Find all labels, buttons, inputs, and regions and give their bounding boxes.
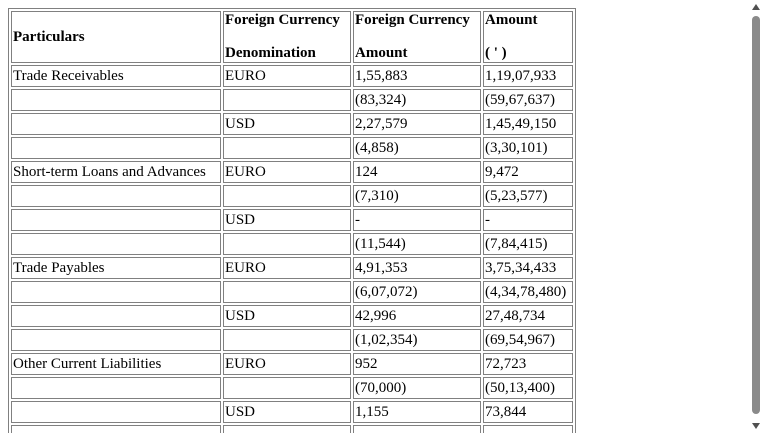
table-row: Trade Payables EURO 4,91,353 3,75,34,433	[11, 257, 573, 279]
cell-fc-amount: 2,27,579	[353, 113, 481, 135]
cell-amount: 72,723	[483, 353, 573, 375]
table-row: (11,544) (7,84,415)	[11, 233, 573, 255]
cell-amount	[483, 425, 573, 433]
foreign-currency-exposure-table: Particulars Foreign Currency Denominatio…	[8, 8, 576, 433]
table-row	[11, 425, 573, 433]
cell-fc-amount: (11,544)	[353, 233, 481, 255]
cell-currency: USD	[223, 401, 351, 423]
cell-particulars: Short-term Loans and Advances	[11, 161, 221, 183]
cell-currency	[223, 89, 351, 111]
cell-particulars: Other Current Liabilities	[11, 353, 221, 375]
scrollbar-thumb[interactable]	[752, 16, 760, 414]
cell-amount: 3,75,34,433	[483, 257, 573, 279]
cell-currency	[223, 425, 351, 433]
header-denomination-line2: Denomination	[225, 45, 316, 61]
cell-particulars	[11, 209, 221, 231]
table-row: Other Current Liabilities EURO 952 72,723	[11, 353, 573, 375]
cell-fc-amount: (4,858)	[353, 137, 481, 159]
table-row: Trade Receivables EURO 1,55,883 1,19,07,933	[11, 65, 573, 87]
table-row: (7,310) (5,23,577)	[11, 185, 573, 207]
cell-particulars	[11, 281, 221, 303]
cell-amount: 73,844	[483, 401, 573, 423]
cell-currency: USD	[223, 209, 351, 231]
table-row: USD 1,155 73,844	[11, 401, 573, 423]
header-row: Particulars Foreign Currency Denominatio…	[11, 11, 573, 63]
cell-amount: (5,23,577)	[483, 185, 573, 207]
cell-fc-amount: 952	[353, 353, 481, 375]
table-row: (6,07,072) (4,34,78,480)	[11, 281, 573, 303]
cell-amount: -	[483, 209, 573, 231]
cell-fc-amount: 4,91,353	[353, 257, 481, 279]
cell-fc-amount: 42,996	[353, 305, 481, 327]
cell-currency	[223, 185, 351, 207]
cell-fc-amount: (1,02,354)	[353, 329, 481, 351]
cell-amount: (69,54,967)	[483, 329, 573, 351]
scroll-down-arrow-icon[interactable]	[752, 423, 760, 429]
cell-amount: 1,19,07,933	[483, 65, 573, 87]
cell-currency: EURO	[223, 353, 351, 375]
table-row: USD - -	[11, 209, 573, 231]
cell-currency: EURO	[223, 161, 351, 183]
cell-particulars: Trade Receivables	[11, 65, 221, 87]
header-fc-amount-line2: Amount	[355, 45, 408, 61]
cell-amount: (4,34,78,480)	[483, 281, 573, 303]
cell-fc-amount: (70,000)	[353, 377, 481, 399]
cell-currency: USD	[223, 113, 351, 135]
header-foreign-currency-amount: Foreign Currency Amount	[353, 11, 481, 63]
header-particulars-label: Particulars	[13, 29, 85, 45]
cell-particulars	[11, 401, 221, 423]
table-row: (83,324) (59,67,637)	[11, 89, 573, 111]
table-row: USD 2,27,579 1,45,49,150	[11, 113, 573, 135]
cell-fc-amount: -	[353, 209, 481, 231]
cell-amount: 1,45,49,150	[483, 113, 573, 135]
cell-currency	[223, 137, 351, 159]
cell-particulars	[11, 137, 221, 159]
cell-particulars	[11, 185, 221, 207]
cell-particulars	[11, 425, 221, 433]
cell-particulars: Trade Payables	[11, 257, 221, 279]
cell-currency	[223, 329, 351, 351]
table-row: (4,858) (3,30,101)	[11, 137, 573, 159]
table-row: (70,000) (50,13,400)	[11, 377, 573, 399]
cell-fc-amount: (7,310)	[353, 185, 481, 207]
cell-amount: (59,67,637)	[483, 89, 573, 111]
cell-particulars	[11, 233, 221, 255]
cell-amount: (7,84,415)	[483, 233, 573, 255]
cell-particulars	[11, 89, 221, 111]
table-row: (1,02,354) (69,54,967)	[11, 329, 573, 351]
header-particulars: Particulars	[11, 11, 221, 63]
cell-currency	[223, 233, 351, 255]
scroll-up-arrow-icon[interactable]	[752, 4, 760, 10]
cell-particulars	[11, 377, 221, 399]
cell-fc-amount: (6,07,072)	[353, 281, 481, 303]
cell-currency	[223, 281, 351, 303]
cell-amount: 27,48,734	[483, 305, 573, 327]
cell-currency: USD	[223, 305, 351, 327]
cell-fc-amount: 1,155	[353, 401, 481, 423]
vertical-scrollbar[interactable]	[749, 0, 764, 433]
cell-currency: EURO	[223, 65, 351, 87]
header-amount: Amount ( ' )	[483, 11, 573, 63]
cell-amount: 9,472	[483, 161, 573, 183]
cell-particulars	[11, 113, 221, 135]
header-amount-line2: ( ' )	[485, 45, 507, 61]
cell-particulars	[11, 305, 221, 327]
cell-particulars	[11, 329, 221, 351]
header-amount-line1: Amount	[485, 12, 538, 28]
cell-fc-amount: (83,324)	[353, 89, 481, 111]
cell-fc-amount: 1,55,883	[353, 65, 481, 87]
cell-amount: (50,13,400)	[483, 377, 573, 399]
table-row: Short-term Loans and Advances EURO 124 9,47…	[11, 161, 573, 183]
cell-amount: (3,30,101)	[483, 137, 573, 159]
header-currency-denomination: Foreign Currency Denomination	[223, 11, 351, 63]
cell-currency	[223, 377, 351, 399]
cell-fc-amount: 124	[353, 161, 481, 183]
cell-currency: EURO	[223, 257, 351, 279]
cell-fc-amount	[353, 425, 481, 433]
header-denomination-line1: Foreign Currency	[225, 12, 340, 28]
header-fc-amount-line1: Foreign Currency	[355, 12, 470, 28]
table-row: USD 42,996 27,48,734	[11, 305, 573, 327]
